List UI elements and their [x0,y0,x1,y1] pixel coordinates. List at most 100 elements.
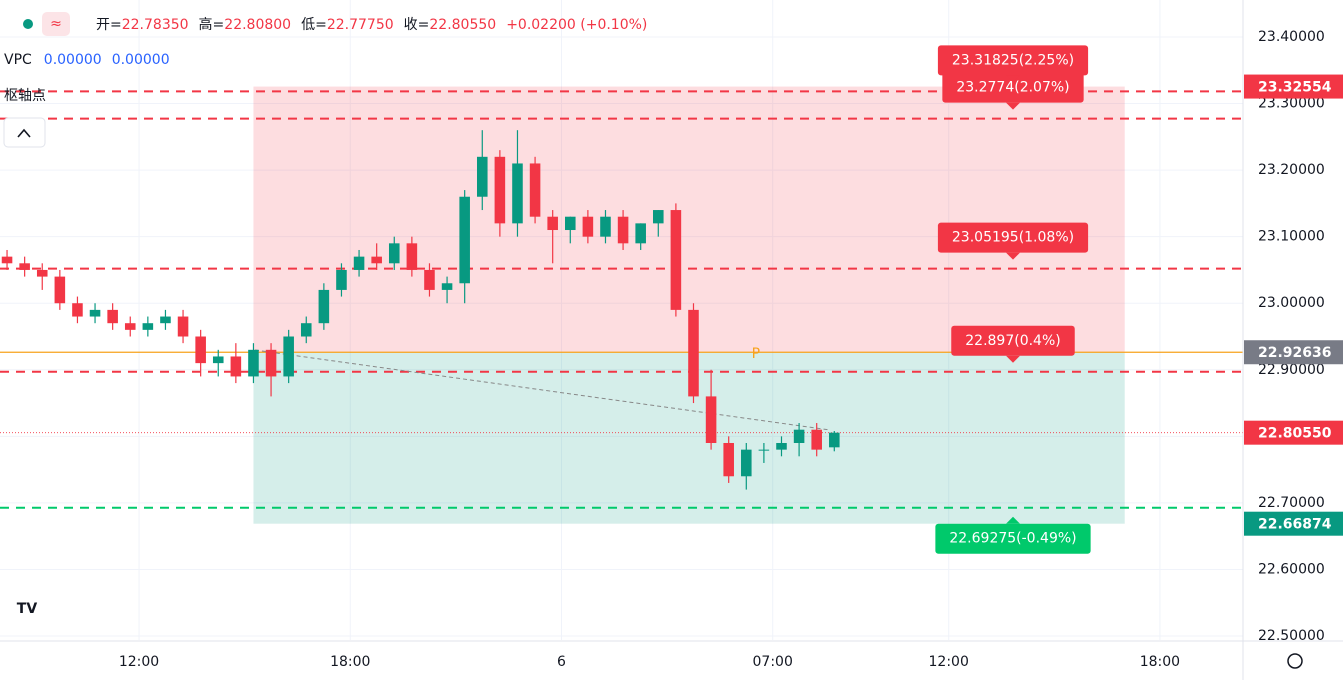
last-price-tag-box [1244,420,1343,445]
level-labels: 23.2774(2.07%) 23.31825(2.25%) 23.05195(1.… [935,45,1091,554]
y-tick-label: 23.30000 [1258,96,1325,112]
candle-body [89,309,101,317]
candles [1,130,840,490]
indicator-value: 0.00000 [112,52,170,68]
y-tick-label: 23.40000 [1258,29,1325,45]
header-value: +0.02200 (+0.10%) [506,17,647,33]
header-value: 22.78350 [122,17,189,33]
candle-body [300,323,312,337]
candle-body [36,269,48,277]
level-label-pointer [1006,516,1020,524]
level-label-box [937,222,1089,253]
pivot-tag: 22.92636 [1258,345,1332,361]
candle-body [177,316,189,337]
candle-body [388,243,400,264]
y-tick-label: 23.00000 [1258,295,1325,311]
candle-body [758,449,770,451]
y-tick-label: 22.90000 [1258,362,1325,378]
candle-body [230,356,242,377]
level-label-pointer [1006,75,1020,83]
header-label: 开= [96,17,122,33]
status-dot [23,19,33,29]
header-value: 22.80800 [224,17,291,33]
level-label: 22.69275(-0.49%) [949,531,1076,547]
candle-body [424,269,435,290]
candle-body [160,316,171,324]
candle-body [107,309,118,324]
zone-top-tag: 23.32554 [1258,80,1332,96]
candle-body [688,309,699,397]
level-label-box [951,325,1075,356]
candle-body [494,156,506,224]
symbol-icon [42,12,70,36]
x-tick-label: 6 [557,654,566,670]
candle-body [829,432,840,448]
level-label-box [935,523,1091,554]
candle-body [248,349,259,377]
x-tick-label: 18:00 [330,654,370,670]
x-tick-label: 12:00 [119,654,159,670]
level-label: 22.897(0.4%) [965,333,1060,349]
last-price-tag: 22.80550 [1258,426,1332,442]
header-value: 22.80550 [429,17,496,33]
zone-bottom-tag-box [1244,511,1343,536]
level-label-box [942,72,1084,103]
level-label-pointer [1006,102,1020,110]
candle-body [547,216,558,231]
candle-body [54,276,66,304]
candle-body [406,243,418,270]
indicator-value: 0.00000 [44,52,102,68]
collapse-icon [17,128,31,138]
trend-line [254,349,831,431]
candle-body [441,283,453,290]
candle-body [600,216,611,237]
candle-body [265,349,277,377]
candle-body [72,303,83,317]
candle-body [1,256,13,264]
zone-top-tag-box [1244,74,1343,99]
candle-body [353,256,365,270]
pivot-tag-box [1244,340,1343,365]
wave-icon: ≈ [50,16,62,32]
zone-upper [253,86,1125,353]
header-label: 收= [404,17,430,33]
candle-body [653,210,664,224]
indicator-name: VPC [4,52,32,68]
x-tick-label: 18:00 [1140,654,1180,670]
logo: TV [17,601,38,617]
header: ≈ 开= 22.78350 高= 22.80800 低= 22.77750 收= 22.805… [4,12,647,104]
zone-bottom-tag: 22.66874 [1258,517,1332,533]
candle-body [124,323,136,330]
candle-body [476,156,488,197]
level-label: 23.05195(1.08%) [952,230,1074,246]
logo-bg [8,587,48,627]
candle-body [582,216,594,237]
candle-body [529,163,541,217]
candle-body [565,216,576,231]
candle-body [705,396,717,443]
header-label: 高= [199,16,225,33]
level-label-box [937,45,1089,76]
candle-body [617,216,629,244]
candle-body [19,263,30,270]
candle-body [212,356,224,364]
candle-body [723,442,734,477]
candle-body [336,269,347,290]
candle-body [142,323,154,330]
settings-icon[interactable] [1287,653,1303,669]
collapse-button[interactable] [3,117,46,148]
level-label: 23.31825(2.25%) [952,52,1074,68]
y-tick-label: 22.50000 [1258,628,1325,644]
candle-body [741,449,752,477]
level-label-pointer [1006,252,1020,260]
grid [0,0,1243,640]
candle-body [512,163,523,224]
level-label: 23.2774(2.07%) [956,80,1069,96]
y-tick-label: 22.70000 [1258,495,1325,511]
zone [253,86,1125,524]
candle-body [776,442,787,450]
y-tick-label: 23.10000 [1258,229,1325,245]
x-tick-label: 12:00 [929,654,969,670]
